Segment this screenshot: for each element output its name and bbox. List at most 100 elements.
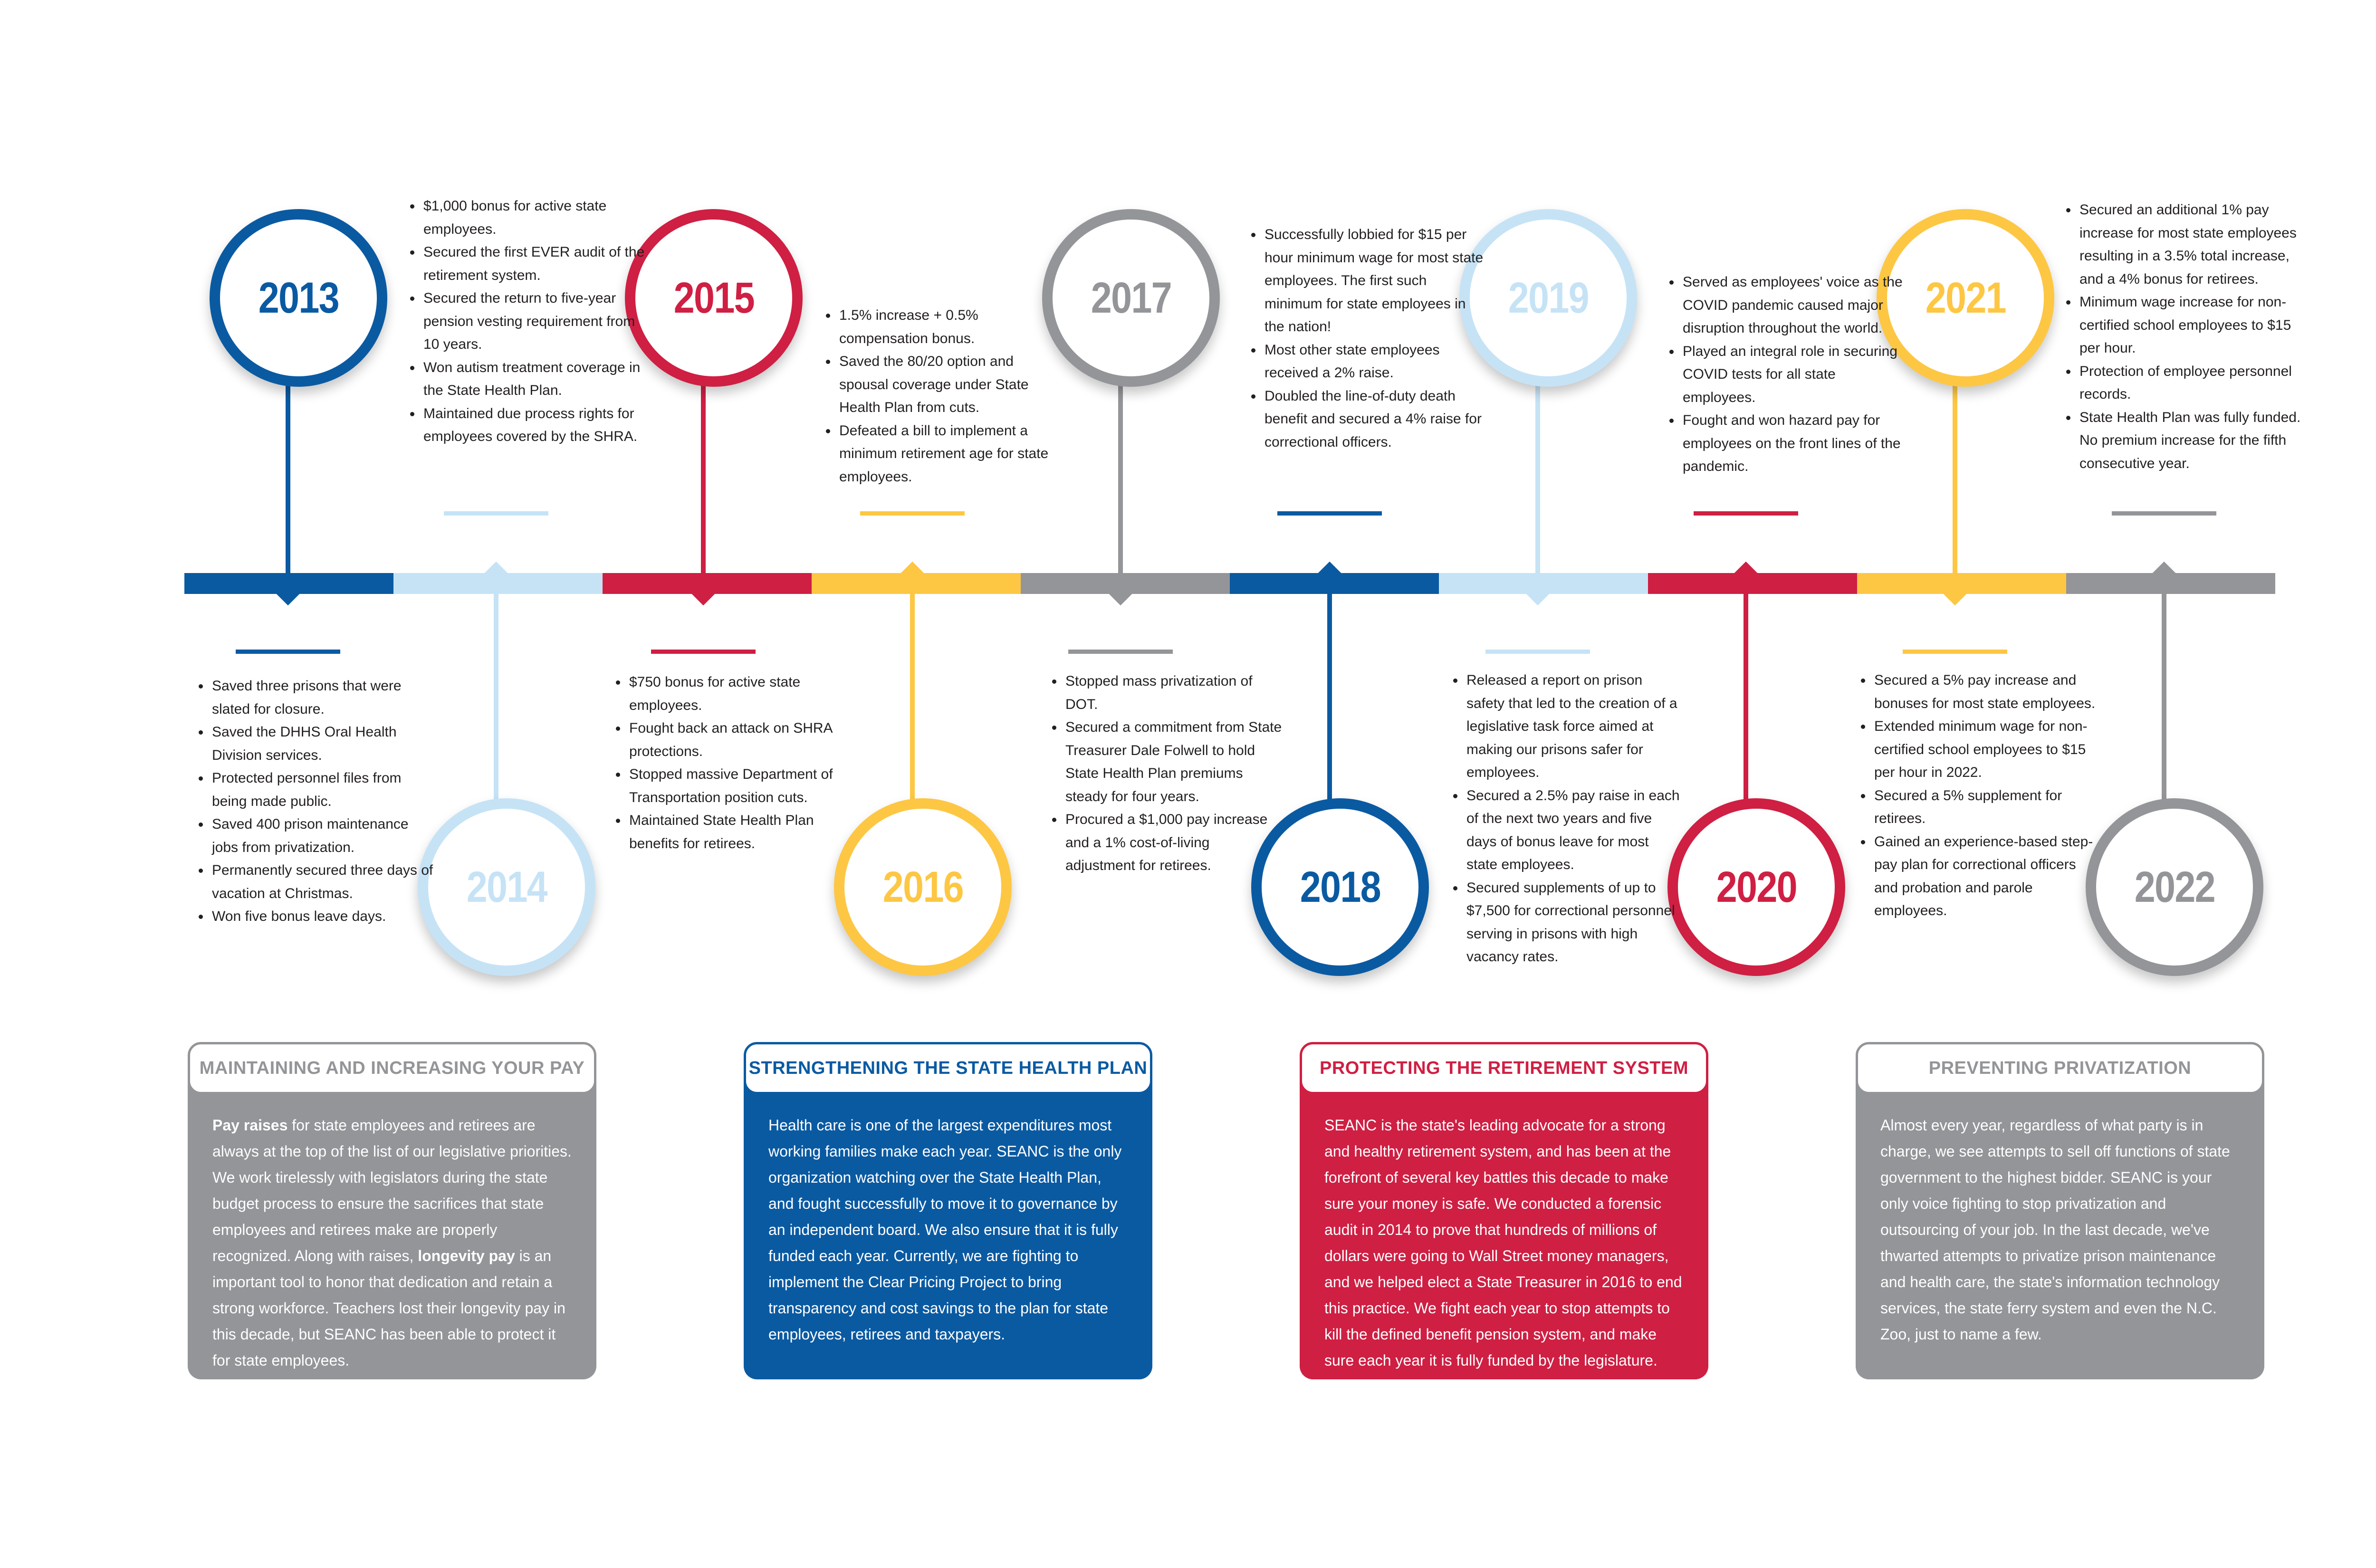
year-circle-2017: 2017 [1042, 209, 1220, 387]
panel-body: Pay raises for state employees and retir… [188, 1075, 596, 1379]
accomplishment-item: Permanently secured three days of vacati… [210, 859, 433, 905]
panel-title: PREVENTING PRIVATIZATION [1856, 1042, 2264, 1094]
accomplishment-item: 1.5% increase + 0.5% compensation bonus. [837, 304, 1061, 350]
accomplishment-item: $1,000 bonus for active state employees. [422, 195, 645, 241]
accomplishment-item: Fought back an attack on SHRA protection… [627, 717, 846, 763]
accomplishment-item: Saved 400 prison maintenance jobs from p… [210, 813, 433, 859]
year-circle-2016: 2016 [834, 798, 1012, 976]
accomplishments-2013: Saved three prisons that were slated for… [190, 675, 433, 928]
info-panel: Health care is one of the largest expend… [744, 1042, 1152, 1379]
connector-2014 [494, 589, 498, 813]
accomplishment-item: Secured an additional 1% pay increase fo… [2078, 199, 2301, 291]
accomplishment-item: Extended minimum wage for non-certified … [1872, 715, 2096, 784]
accomplishment-item: Maintained due process rights for employ… [422, 402, 645, 449]
note-divider-2019 [1485, 650, 1590, 654]
accomplishment-item: Procured a $1,000 pay increase and a 1% … [1063, 808, 1282, 878]
accomplishment-item: Secured a 5% pay increase and bonuses fo… [1872, 669, 2096, 715]
year-circle-2014: 2014 [418, 798, 595, 976]
accomplishment-item: Served as employees' voice as the COVID … [1681, 271, 1904, 340]
panel-body: SEANC is the state's leading advocate fo… [1300, 1075, 1708, 1379]
connector-2017 [1118, 352, 1123, 578]
info-panel: Pay raises for state employees and retir… [188, 1042, 596, 1379]
panel-title: PROTECTING THE RETIREMENT SYSTEM [1300, 1042, 1708, 1094]
accomplishment-item: Minimum wage increase for non-certified … [2078, 291, 2301, 360]
year-label: 2019 [1508, 273, 1589, 322]
panel-body: Almost every year, regardless of what pa… [1856, 1075, 2264, 1379]
accomplishment-item: Doubled the line-of-duty death benefit a… [1263, 385, 1486, 454]
accomplishments-2016: 1.5% increase + 0.5% compensation bonus.… [817, 304, 1061, 488]
panel-body: Health care is one of the largest expend… [744, 1075, 1152, 1379]
year-label: 2014 [466, 862, 547, 911]
year-circle-2019: 2019 [1459, 209, 1637, 387]
note-divider-2015 [651, 650, 756, 654]
accomplishment-item: Stopped mass privatization of DOT. [1063, 670, 1282, 716]
accomplishment-item: Secured supplements of up to $7,500 for … [1465, 877, 1683, 969]
year-circle-2020: 2020 [1667, 798, 1845, 976]
year-label: 2013 [258, 273, 339, 322]
note-divider-2016 [860, 511, 965, 516]
accomplishment-item: Released a report on prison safety that … [1465, 669, 1683, 784]
info-panel: SEANC is the state's leading advocate fo… [1300, 1042, 1708, 1379]
accomplishment-item: Secured a 2.5% pay raise in each of the … [1465, 784, 1683, 877]
year-circle-2013: 2013 [210, 209, 387, 387]
year-label: 2017 [1091, 273, 1172, 322]
panel-text: SEANC is the state's leading advocate fo… [1324, 1117, 1682, 1369]
accomplishment-item: Successfully lobbied for $15 per hour mi… [1263, 223, 1486, 339]
note-divider-2021 [1903, 650, 2007, 654]
panel-text: for state employees and retirees are alw… [212, 1117, 572, 1264]
note-divider-2022 [2112, 511, 2216, 516]
accomplishment-item: Defeated a bill to implement a minimum r… [837, 420, 1061, 489]
accomplishment-item: Saved three prisons that were slated for… [210, 675, 433, 721]
panel-emphasis: longevity pay [418, 1247, 515, 1264]
panel-text: Health care is one of the largest expend… [768, 1117, 1122, 1343]
accomplishment-item: Maintained State Health Plan benefits fo… [627, 809, 846, 855]
year-label: 2018 [1300, 862, 1381, 911]
accomplishment-item: Protection of employee personnel records… [2078, 360, 2301, 406]
accomplishment-item: $750 bonus for active state employees. [627, 671, 846, 717]
accomplishment-item: Fought and won hazard pay for employees … [1681, 409, 1904, 478]
note-divider-2020 [1694, 511, 1798, 516]
panel-emphasis: Pay raises [212, 1117, 288, 1134]
note-divider-2018 [1277, 511, 1382, 516]
accomplishments-2020: Served as employees' voice as the COVID … [1661, 271, 1904, 478]
year-label: 2015 [673, 273, 755, 322]
accomplishment-item: Secured the first EVER audit of the reti… [422, 241, 645, 287]
accomplishment-item: Gained an experience-based step-pay plan… [1872, 831, 2096, 923]
accomplishments-2022: Secured an additional 1% pay increase fo… [2058, 199, 2301, 475]
connector-2019 [1535, 352, 1540, 578]
connector-2016 [910, 589, 915, 813]
connector-2020 [1744, 589, 1748, 813]
year-label: 2022 [2134, 862, 2215, 911]
accomplishments-2018: Successfully lobbied for $15 per hour mi… [1243, 223, 1486, 454]
connector-2015 [701, 352, 706, 578]
accomplishments-2015: $750 bonus for active state employees.Fo… [607, 671, 846, 855]
accomplishments-2014: $1,000 bonus for active state employees.… [402, 195, 645, 449]
note-divider-2017 [1068, 650, 1173, 654]
panel-text: is an important tool to honor that dedic… [212, 1247, 565, 1369]
accomplishment-item: Played an integral role in securing COVI… [1681, 340, 1904, 410]
panel-text: Almost every year, regardless of what pa… [1880, 1117, 2230, 1343]
year-circle-2015: 2015 [625, 209, 803, 387]
accomplishment-item: Secured a 5% supplement for retirees. [1872, 784, 2096, 831]
accomplishment-item: Secured the return to five-year pension … [422, 287, 645, 356]
connector-2022 [2162, 589, 2166, 813]
accomplishment-item: Won autism treatment coverage in the Sta… [422, 356, 645, 402]
note-divider-2013 [236, 650, 340, 654]
accomplishment-item: Stopped massive Department of Transporta… [627, 763, 846, 809]
accomplishments-2017: Stopped mass privatization of DOT.Secure… [1044, 670, 1282, 878]
year-label: 2016 [882, 862, 964, 911]
year-label: 2020 [1716, 862, 1797, 911]
panel-title: STRENGTHENING THE STATE HEALTH PLAN [744, 1042, 1152, 1094]
info-panel: Almost every year, regardless of what pa… [1856, 1042, 2264, 1379]
accomplishments-2021: Secured a 5% pay increase and bonuses fo… [1852, 669, 2096, 923]
connector-2021 [1953, 352, 1957, 578]
accomplishment-item: Won five bonus leave days. [210, 905, 433, 928]
accomplishment-item: Most other state employees received a 2%… [1263, 339, 1486, 385]
accomplishment-item: Saved the 80/20 option and spousal cover… [837, 350, 1061, 420]
accomplishment-item: Secured a commitment from State Treasure… [1063, 716, 1282, 808]
year-circle-2022: 2022 [2086, 798, 2263, 976]
accomplishment-item: Saved the DHHS Oral Health Division serv… [210, 721, 433, 767]
accomplishments-2019: Released a report on prison safety that … [1445, 669, 1683, 969]
note-divider-2014 [444, 511, 548, 516]
connector-2018 [1327, 589, 1332, 813]
